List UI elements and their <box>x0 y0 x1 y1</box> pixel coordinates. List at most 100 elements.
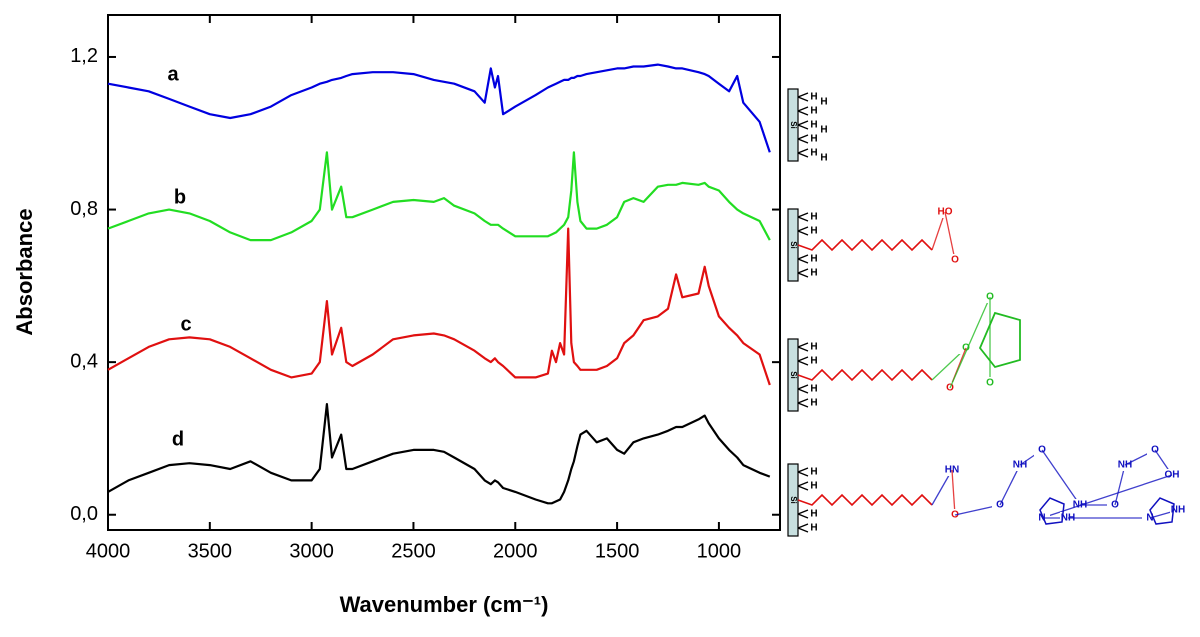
atom-label: O <box>951 255 959 266</box>
si-h-bond <box>797 226 809 232</box>
si-h-bond <box>797 356 809 362</box>
hydrogen-label: H <box>810 148 817 159</box>
succinimide-ring <box>978 311 1021 369</box>
si-h-bond <box>797 509 809 515</box>
si-h-bond <box>797 523 809 529</box>
hydrogen-label: H <box>810 509 817 520</box>
imidazole-ring <box>1039 497 1065 525</box>
hydrogen-label: H <box>810 342 817 353</box>
si-h-bond <box>797 148 809 154</box>
x-tick-label: 1500 <box>595 540 640 562</box>
si-h-bond <box>797 138 809 144</box>
si-h-bond <box>797 527 809 533</box>
si-h-bond <box>797 471 809 477</box>
curve-label: a <box>167 63 179 85</box>
atom-label: NH <box>1118 460 1132 471</box>
si-h-bond <box>797 388 809 394</box>
curve-label: d <box>172 428 184 450</box>
x-tick-label: 2000 <box>493 540 538 562</box>
bond <box>1041 449 1081 506</box>
hydrogen-label: H <box>810 134 817 145</box>
si-h-bond <box>797 106 809 112</box>
si-h-bond <box>797 467 809 473</box>
si-h-bond <box>797 124 809 130</box>
hydrogen-label: H <box>810 384 817 395</box>
hydrogen-label: H <box>810 356 817 367</box>
hydrogen-label: H <box>810 212 817 223</box>
si-h-bond <box>797 212 809 218</box>
si-h-bond <box>797 134 809 140</box>
curve-label: b <box>174 186 186 208</box>
atom-bg <box>982 377 998 389</box>
hydrogen-label: H <box>820 153 827 164</box>
bond <box>944 211 956 261</box>
si-h-bond <box>797 92 809 98</box>
hydrogen-label: H <box>810 481 817 492</box>
imidazole-ring <box>1149 497 1175 525</box>
x-tick-label: 2500 <box>391 540 436 562</box>
x-tick-label: 1000 <box>697 540 742 562</box>
plot-frame <box>107 14 781 531</box>
si-h-bond <box>797 384 809 390</box>
substrate-label: Si <box>789 241 798 249</box>
alkyl-chain <box>797 493 933 507</box>
y-tick-label: 1,2 <box>70 45 98 67</box>
atom-label: N <box>1146 513 1153 524</box>
atom-label: NH <box>1171 505 1185 516</box>
spectrum-line <box>107 151 771 242</box>
spectrum-line <box>107 63 771 153</box>
alkyl-chain <box>797 368 933 382</box>
hydrogen-label: H <box>810 523 817 534</box>
si-h-bond <box>797 360 809 366</box>
bond <box>949 296 991 389</box>
si-h-bond <box>797 342 809 348</box>
x-tick-label: 3500 <box>188 540 233 562</box>
y-tick-label: 0,4 <box>70 350 98 372</box>
hydrogen-label: H <box>820 97 827 108</box>
substrate-label: Si <box>789 496 798 504</box>
x-tick-label: 3000 <box>289 540 334 562</box>
si-h-bond <box>797 258 809 264</box>
curve-label: c <box>180 313 191 335</box>
y-tick-label: 0,0 <box>70 503 98 525</box>
bond <box>951 469 956 516</box>
si-h-bond <box>797 152 809 158</box>
bond <box>1114 464 1126 506</box>
x-axis-label: Wavenumber (cm⁻¹) <box>340 592 549 617</box>
hydrogen-label: H <box>810 254 817 265</box>
si-h-bond <box>797 254 809 260</box>
si-h-bond <box>797 346 809 352</box>
atom-bg <box>947 254 963 266</box>
si-h-bond <box>797 481 809 487</box>
alkyl-chain <box>797 238 933 252</box>
si-h-bond <box>797 216 809 222</box>
hydrogen-label: H <box>810 268 817 279</box>
si-h-bond <box>797 272 809 278</box>
atom-label: O <box>946 383 954 394</box>
si-h-bond <box>797 485 809 491</box>
si-h-bond <box>797 402 809 408</box>
y-tick-label: 0,8 <box>70 198 98 220</box>
bond <box>931 211 946 251</box>
substrate-label: Si <box>789 371 798 379</box>
substrate-label: Si <box>789 121 798 129</box>
si-h-bond <box>797 268 809 274</box>
spectrum-line <box>107 403 771 505</box>
si-h-bond <box>797 513 809 519</box>
atom-label: NH <box>1013 460 1027 471</box>
hydrogen-label: H <box>810 120 817 131</box>
spectrum-line <box>107 227 771 386</box>
atom-label: O <box>996 500 1004 511</box>
si-h-bond <box>797 96 809 102</box>
atom-label: O <box>1111 500 1119 511</box>
bond <box>999 464 1021 506</box>
si-h-bond <box>797 230 809 236</box>
y-axis-label: Absorbance <box>12 208 37 335</box>
hydrogen-label: H <box>810 467 817 478</box>
si-h-bond <box>797 398 809 404</box>
hydrogen-label: H <box>820 125 827 136</box>
hydrogen-label: H <box>810 92 817 103</box>
atom-label: O <box>986 378 994 389</box>
hydrogen-label: H <box>810 226 817 237</box>
